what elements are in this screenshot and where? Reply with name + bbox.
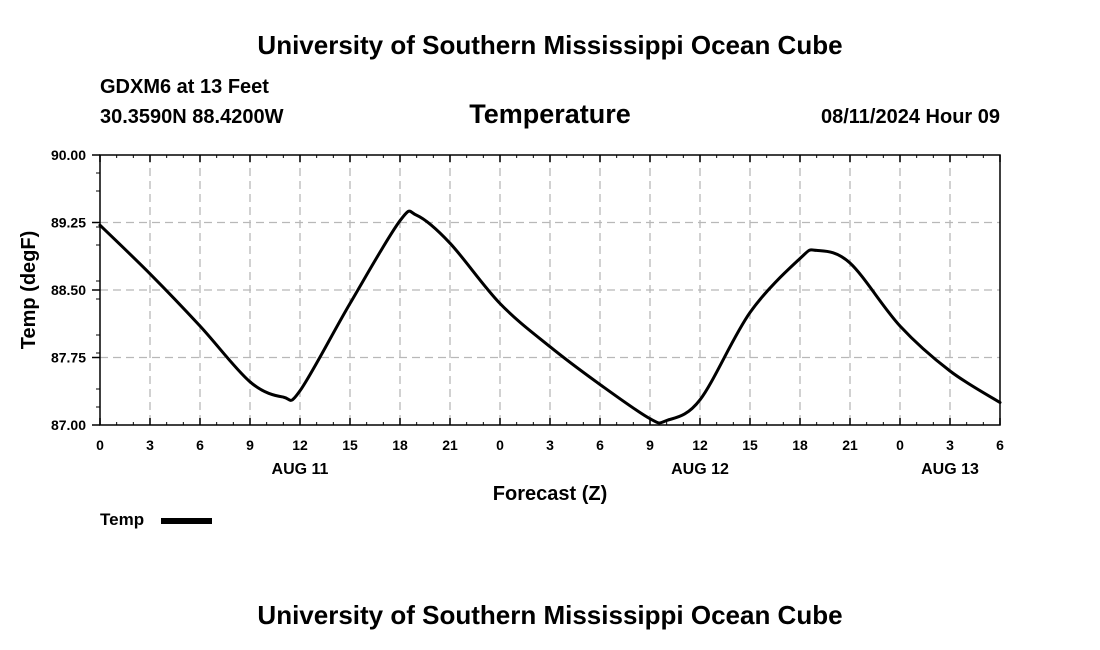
x-tick-label: 18 xyxy=(392,437,408,453)
x-tick-label: 9 xyxy=(646,437,654,453)
y-tick-label: 87.00 xyxy=(51,417,86,433)
legend-label: Temp xyxy=(100,510,144,529)
plot-frame xyxy=(99,154,1001,426)
chart-title: Temperature xyxy=(469,99,631,129)
y-tick-label: 90.00 xyxy=(51,147,86,163)
x-tick-label: 3 xyxy=(546,437,554,453)
y-tick-label: 87.75 xyxy=(51,350,86,366)
coordinates-label: 30.3590N 88.4200W xyxy=(100,106,284,128)
x-tick-label: 6 xyxy=(996,437,1004,453)
x-tick-label: 12 xyxy=(692,437,708,453)
x-tick-label: 0 xyxy=(496,437,504,453)
y-tick-labels: 87.00 87.75 88.50 89.25 90.00 xyxy=(51,147,86,433)
date-label: AUG 13 xyxy=(921,461,979,478)
y-axis-label: Temp (degF) xyxy=(18,231,40,350)
date-label: AUG 11 xyxy=(272,461,329,478)
y-tick-label: 88.50 xyxy=(51,282,86,298)
x-tick-label: 21 xyxy=(842,437,858,453)
x-tick-label: 9 xyxy=(246,437,254,453)
y-tick-label: 89.25 xyxy=(51,215,86,231)
x-tick-label: 0 xyxy=(96,437,104,453)
x-tick-label: 0 xyxy=(896,437,904,453)
grid-lines xyxy=(100,155,1000,425)
bottom-title: University of Southern Mississippi Ocean… xyxy=(257,600,843,630)
x-tick-label: 12 xyxy=(292,437,308,453)
top-title: University of Southern Mississippi Ocean… xyxy=(257,30,843,60)
x-axis-label: Forecast (Z) xyxy=(493,483,607,505)
x-tick-label: 15 xyxy=(342,437,358,453)
x-tick-label: 18 xyxy=(792,437,808,453)
date-labels: AUG 11 AUG 12 AUG 13 xyxy=(272,461,979,478)
x-tick-label: 6 xyxy=(196,437,204,453)
datetime-label: 08/11/2024 Hour 09 xyxy=(820,106,1000,128)
series-line-temp xyxy=(98,209,1002,425)
x-tick-label: 3 xyxy=(146,437,154,453)
x-tick-labels: 0 3 6 9 12 15 18 21 0 3 6 9 12 15 18 21 0 3 6 xyxy=(96,437,1004,453)
x-tick-label: 3 xyxy=(946,437,954,453)
x-tick-label: 6 xyxy=(596,437,604,453)
station-label: GDXM6 at 13 Feet xyxy=(100,76,269,98)
x-tick-label: 15 xyxy=(742,437,758,453)
date-label: AUG 12 xyxy=(671,461,729,478)
x-tick-label: 21 xyxy=(442,437,458,453)
